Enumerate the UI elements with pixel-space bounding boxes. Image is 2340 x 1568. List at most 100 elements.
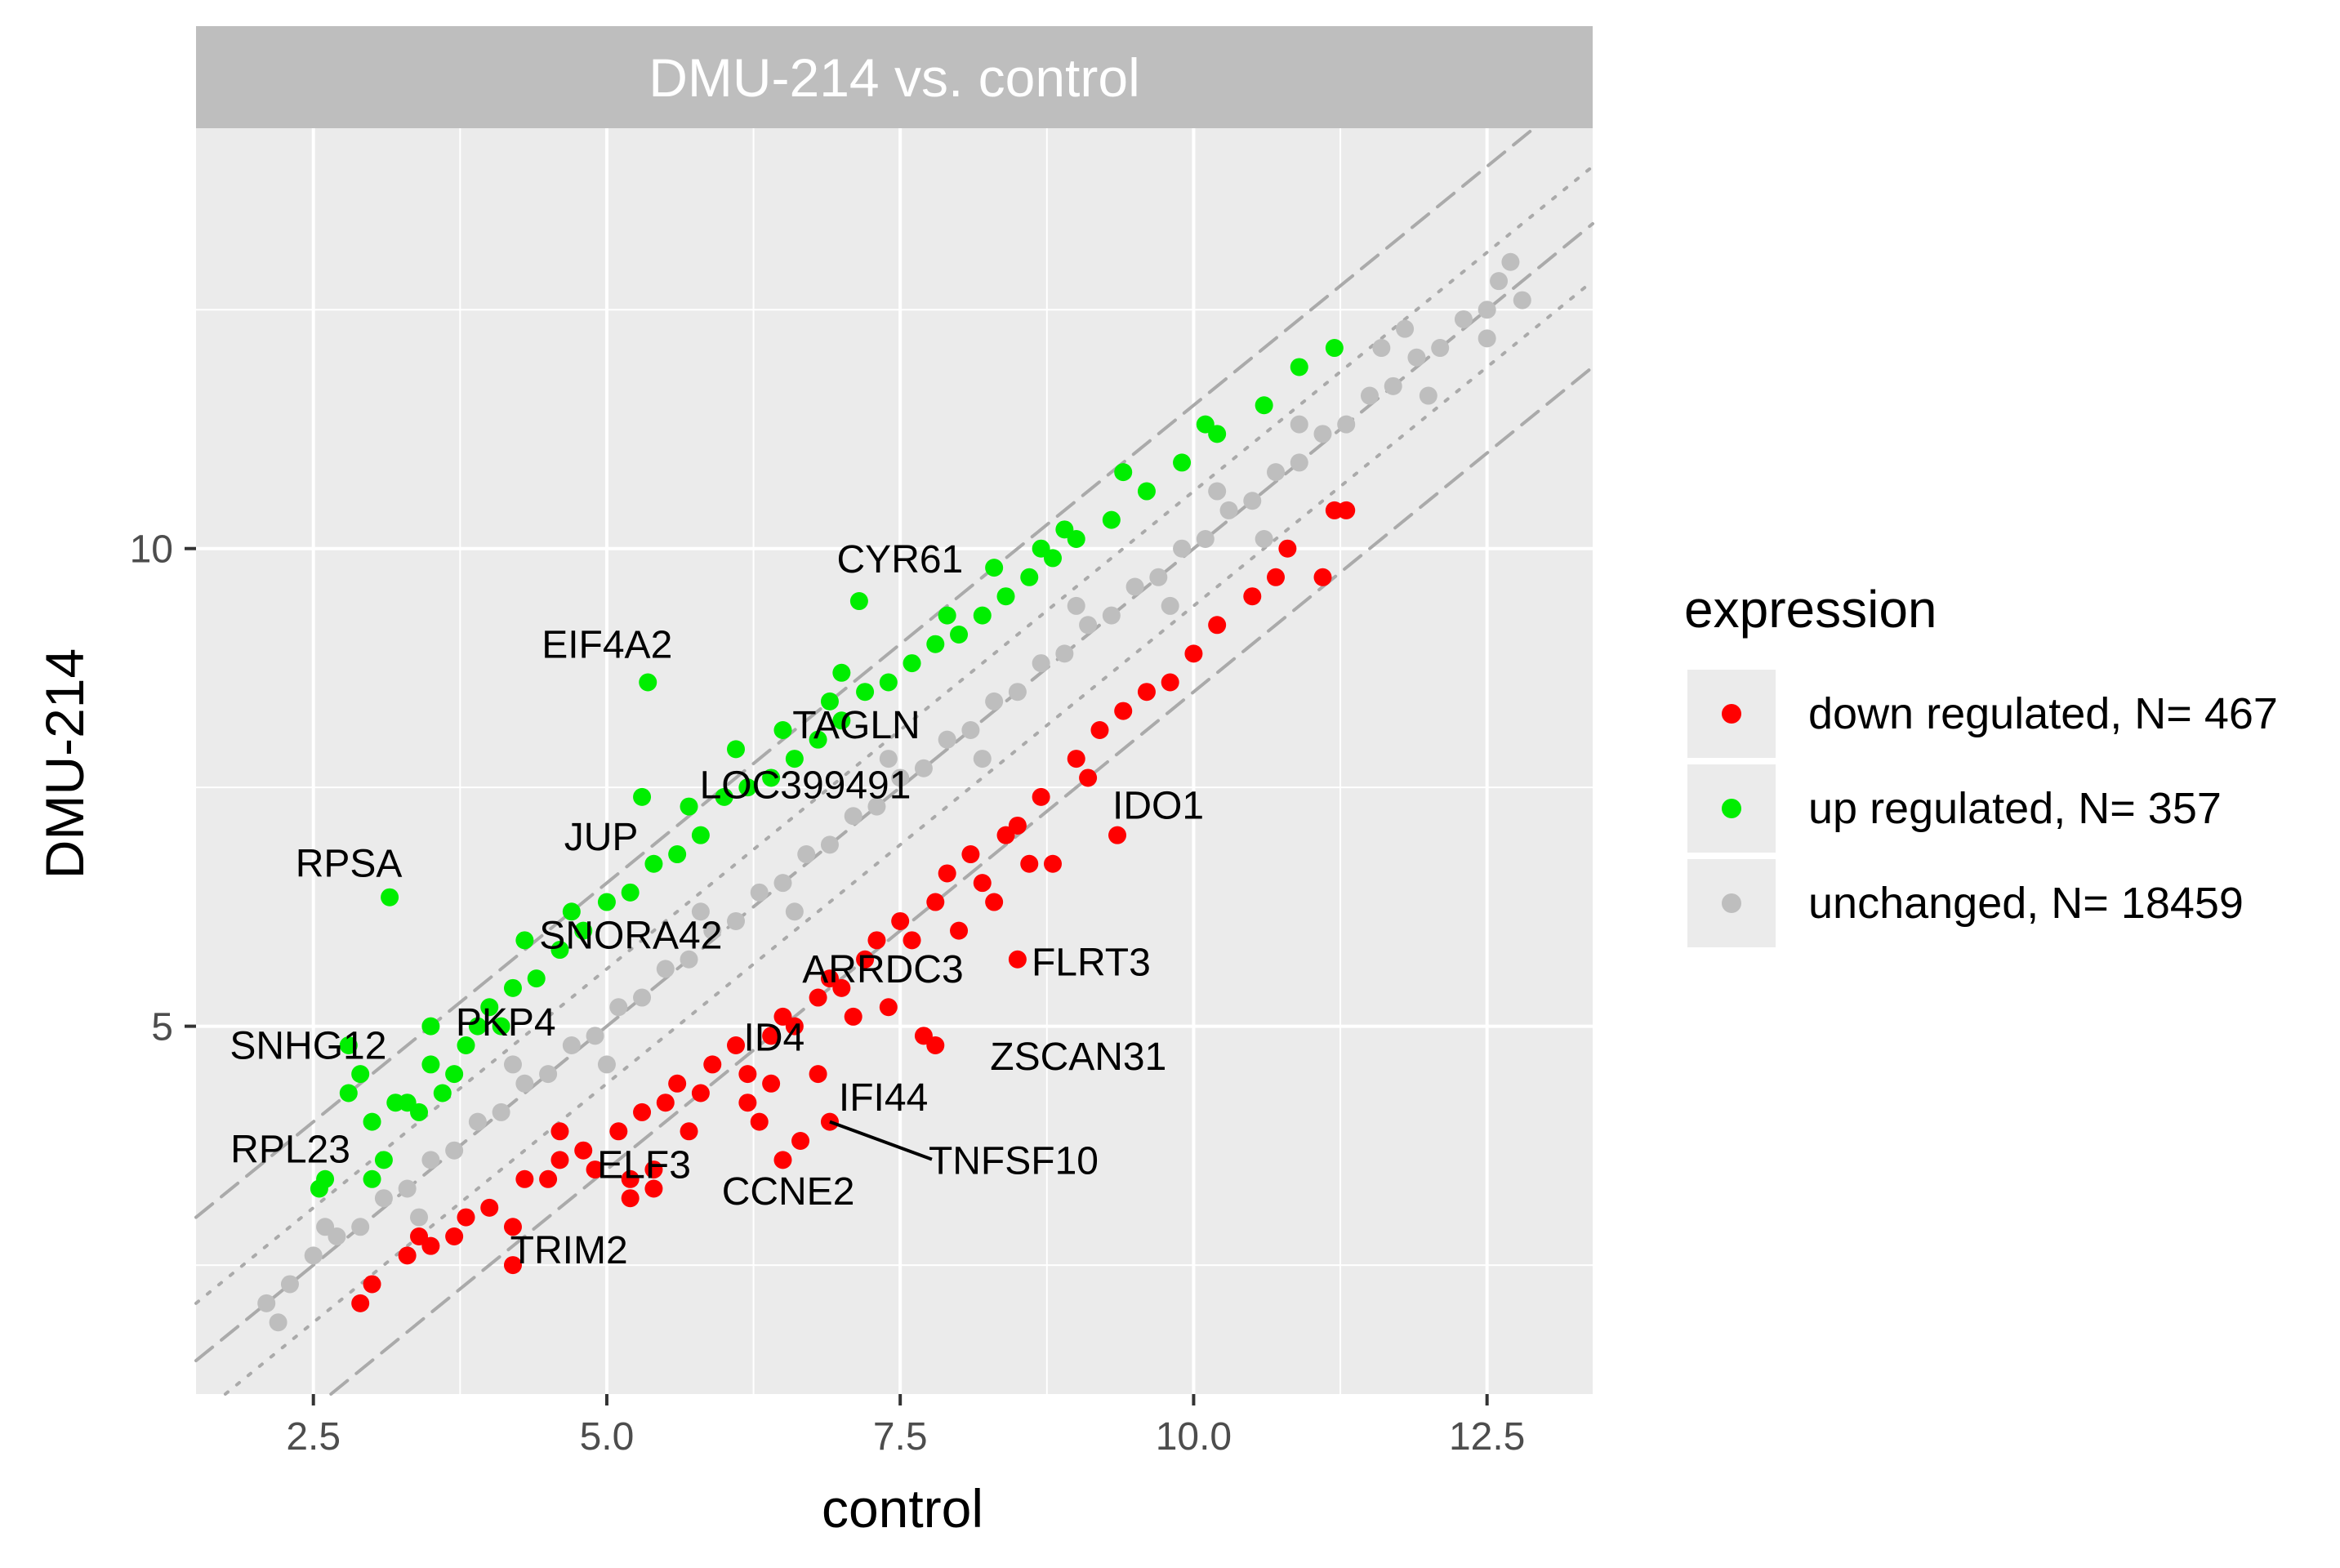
up-regulated-point	[809, 730, 827, 749]
down-regulated-point	[1313, 568, 1332, 586]
unchanged-point	[1208, 482, 1227, 501]
gene-label-ccne2: CCNE2	[722, 1170, 855, 1214]
down-regulated-point	[1043, 854, 1062, 873]
unchanged-point	[938, 730, 956, 749]
up-regulated-point	[562, 902, 581, 921]
up-regulated-point	[856, 683, 875, 702]
up-regulated-point	[820, 692, 839, 710]
down-regulated-point	[973, 874, 992, 893]
down-regulated-point	[1067, 750, 1085, 768]
legend: expression down regulated, N= 467 up regu…	[1684, 580, 2278, 947]
down-regulated-point	[773, 1151, 792, 1169]
legend-title: expression	[1684, 580, 1937, 639]
gene-label-loc399491: LOC399491	[700, 764, 911, 807]
down-regulated-point	[1278, 539, 1297, 558]
down-regulated-point	[574, 1141, 593, 1160]
unchanged-point	[1267, 463, 1286, 482]
unchanged-point	[1219, 501, 1238, 519]
gene-label-jup: JUP	[564, 816, 639, 859]
up-regulated-point	[421, 1017, 440, 1036]
down-regulated-point	[1008, 816, 1027, 835]
unchanged-point	[1055, 644, 1074, 663]
unchanged-point	[374, 1189, 393, 1208]
legend-label-up: up regulated, N= 357	[1808, 784, 2222, 833]
up-regulated-point	[421, 1055, 440, 1074]
down-regulated-point	[550, 1151, 569, 1169]
x-tick-label: 5.0	[580, 1415, 635, 1459]
up-regulated-point	[1196, 415, 1215, 434]
x-tick-label: 12.5	[1449, 1415, 1525, 1459]
up-regulated-point	[1325, 339, 1344, 358]
gene-label-tnfsf10: TNFSF10	[929, 1140, 1099, 1183]
unchanged-point	[539, 1065, 558, 1084]
minor-gridlines	[196, 128, 1593, 1394]
up-regulated-point	[351, 1065, 370, 1084]
data-points	[257, 252, 1531, 1332]
unchanged-point	[1125, 577, 1144, 596]
unchanged-point	[351, 1218, 370, 1236]
up-regulated-point	[310, 1179, 328, 1198]
down-regulated-point	[1137, 683, 1156, 702]
down-regulated-point	[879, 998, 898, 1017]
gene-labels: CYR61 EIF4A2 TAGLN LOC399491 JUP RPSA SNORA42 P…	[230, 538, 1204, 1272]
up-regulated-point	[468, 1017, 487, 1036]
up-regulated-point	[973, 606, 992, 625]
unchanged-point	[1454, 310, 1473, 328]
unchanged-point	[1102, 606, 1121, 625]
down-regulated-point	[609, 1122, 628, 1141]
unchanged-point	[1478, 301, 1496, 319]
down-regulated-point	[363, 1275, 381, 1294]
up-regulated-point	[938, 606, 956, 625]
gene-label-zscan31: ZSCAN31	[990, 1036, 1166, 1079]
up-regulated-point	[515, 931, 534, 950]
x-axis-title: control	[822, 1478, 983, 1539]
up-regulated-point	[691, 826, 710, 844]
unchanged-point	[1478, 329, 1496, 348]
unchanged-point	[304, 1246, 323, 1265]
unchanged-point	[633, 988, 652, 1007]
down-regulated-point	[985, 893, 1004, 911]
up-regulated-point	[433, 1084, 452, 1102]
unchanged-point	[410, 1208, 429, 1227]
up-regulated-point	[680, 797, 698, 816]
up-regulated-point	[926, 635, 945, 653]
unchanged-point	[1255, 530, 1273, 549]
unchanged-point	[820, 835, 839, 854]
gene-label-snhg12: SNHG12	[230, 1025, 386, 1068]
up-regulated-point	[445, 1065, 464, 1084]
legend-swatch-unchanged	[1722, 893, 1741, 913]
down-regulated-point	[680, 1122, 698, 1141]
x-tick-label: 7.5	[873, 1415, 928, 1459]
unchanged-point	[609, 998, 628, 1017]
down-regulated-point	[809, 988, 827, 1007]
x-tick-label: 2.5	[286, 1415, 341, 1459]
up-regulated-point	[727, 740, 746, 759]
y-axis-title: DMU-214	[34, 648, 95, 879]
down-regulated-point	[457, 1208, 475, 1227]
down-regulated-point	[738, 1065, 757, 1084]
down-regulated-point	[586, 1160, 604, 1179]
y-tick-label: 5	[151, 1006, 173, 1049]
down-regulated-point	[503, 1218, 522, 1236]
up-regulated-point	[879, 673, 898, 692]
down-regulated-point	[738, 1094, 757, 1112]
unchanged-point	[1032, 654, 1050, 673]
unchanged-point	[1337, 415, 1356, 434]
up-regulated-point	[1114, 463, 1133, 482]
unchanged-point	[1161, 596, 1179, 615]
unchanged-point	[421, 1151, 440, 1169]
x-axis: 2.5 5.0 7.5 10.0 12.5	[286, 1394, 1525, 1459]
down-regulated-point	[398, 1246, 417, 1265]
up-regulated-point	[849, 592, 868, 611]
unchanged-point	[891, 768, 910, 787]
up-regulated-point	[339, 1084, 358, 1102]
unchanged-point	[691, 902, 710, 921]
down-regulated-point	[903, 931, 921, 950]
down-regulated-point	[950, 921, 969, 940]
unchanged-point	[515, 1074, 534, 1093]
gene-label-eif4a2: EIF4A2	[542, 623, 672, 666]
down-regulated-point	[539, 1169, 558, 1188]
unchanged-point	[269, 1313, 287, 1332]
down-regulated-point	[820, 1112, 839, 1131]
